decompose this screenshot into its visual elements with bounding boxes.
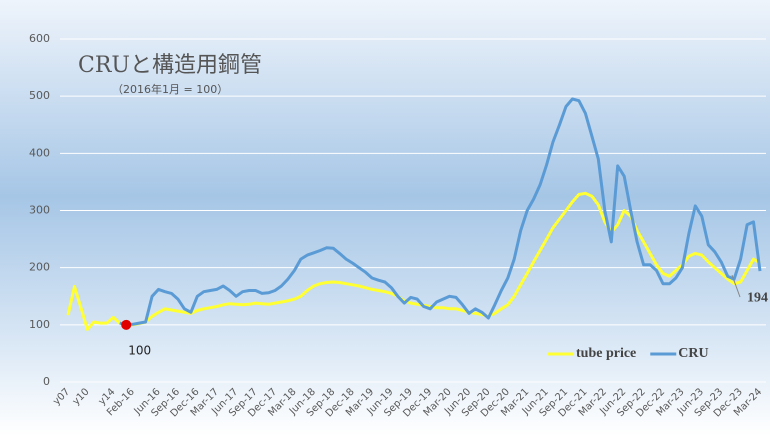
legend-label: tube price	[576, 346, 636, 361]
y-tick-label: 600	[29, 32, 50, 45]
base-marker	[121, 319, 132, 330]
y-tick-label: 0	[43, 375, 50, 388]
data-label: 194	[747, 290, 768, 305]
legend-label: CRU	[678, 346, 708, 361]
chart-subtitle: （2016年1月 = 100）	[112, 82, 228, 96]
leader-line	[731, 274, 741, 298]
y-tick-label: 200	[29, 261, 50, 274]
series-line	[119, 97, 762, 327]
y-tick-label: 500	[29, 89, 50, 102]
y-tick-label: 300	[29, 204, 50, 217]
y-tick-label: 400	[29, 146, 50, 159]
series-line	[66, 191, 761, 331]
chart-title: CRUと構造用鋼管	[78, 53, 262, 78]
y-tick-label: 100	[29, 318, 50, 331]
data-label: 100	[128, 343, 151, 357]
